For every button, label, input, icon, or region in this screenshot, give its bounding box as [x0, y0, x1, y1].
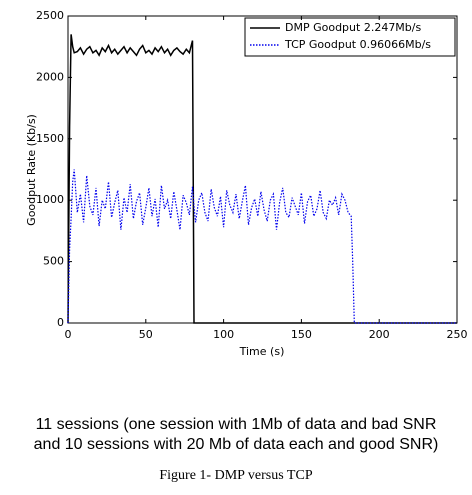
y-tick-label: 2000 — [36, 70, 64, 83]
x-tick-label: 250 — [447, 328, 468, 341]
y-tick-label: 0 — [57, 316, 64, 329]
x-tick-label: 150 — [291, 328, 312, 341]
plot-frame — [67, 15, 458, 324]
line-series — [67, 34, 457, 324]
x-tick-label: 0 — [65, 328, 72, 341]
x-tick-label: 50 — [139, 328, 153, 341]
legend-box — [244, 17, 456, 57]
y-tick-label: 1500 — [36, 132, 64, 145]
caption-line: and 10 sessions with 20 Mb of data each … — [34, 436, 439, 453]
legend-label: DMP Goodput 2.247Mb/s — [285, 21, 421, 34]
y-tick-label: 1000 — [36, 193, 64, 206]
y-axis-label: Goodput Rate (Kb/s) — [25, 114, 38, 226]
line-series — [67, 169, 457, 324]
x-tick-label: 100 — [213, 328, 234, 341]
y-tick-label: 2500 — [36, 9, 64, 22]
x-tick-label: 200 — [369, 328, 390, 341]
legend-label: TCP Goodput 0.96066Mb/s — [284, 38, 431, 51]
x-axis-label: Time (s) — [239, 345, 285, 358]
figure-label: Figure 1- DMP versus TCP — [159, 468, 312, 483]
caption-line: 11 sessions (one session with 1Mb of dat… — [36, 416, 437, 433]
y-tick-label: 500 — [43, 255, 64, 268]
